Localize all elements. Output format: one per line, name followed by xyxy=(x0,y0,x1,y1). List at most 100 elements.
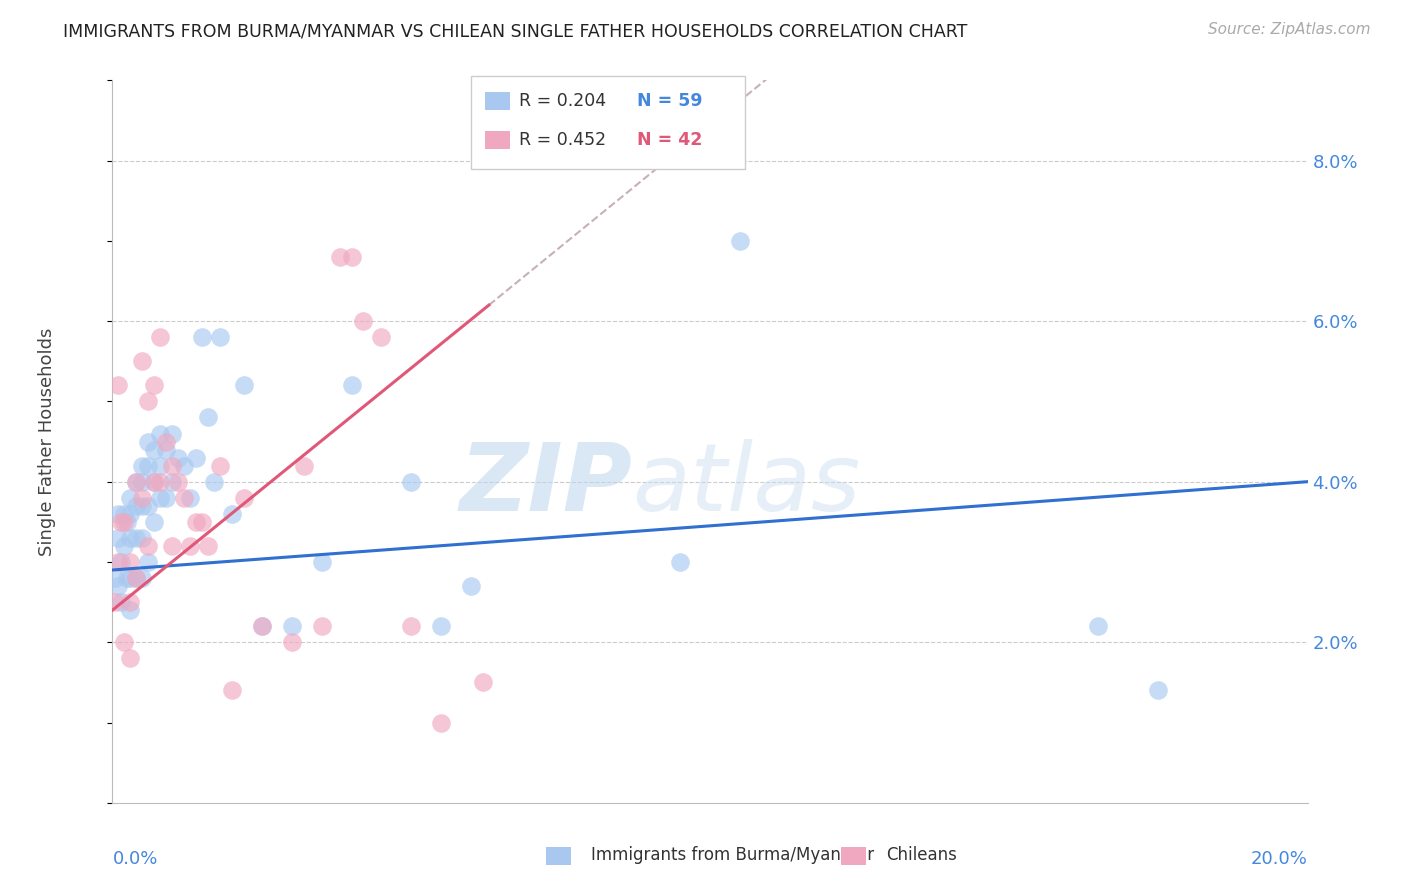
Point xyxy=(107,555,129,569)
Text: atlas: atlas xyxy=(633,440,860,531)
Point xyxy=(125,475,148,489)
Point xyxy=(120,651,142,665)
Point xyxy=(117,515,139,529)
Point xyxy=(149,475,172,489)
Point xyxy=(120,603,142,617)
Point xyxy=(138,499,160,513)
Point xyxy=(131,531,153,545)
Point xyxy=(221,683,243,698)
Point xyxy=(209,458,232,473)
Point xyxy=(138,555,160,569)
Text: N = 42: N = 42 xyxy=(637,131,702,149)
Point xyxy=(281,619,304,633)
Point xyxy=(110,595,132,609)
Point xyxy=(401,619,423,633)
Point xyxy=(131,354,153,368)
Point xyxy=(1147,683,1170,698)
Text: N = 59: N = 59 xyxy=(637,92,703,110)
Point xyxy=(143,378,166,392)
Point xyxy=(221,507,243,521)
Point xyxy=(186,450,208,465)
Point xyxy=(173,458,195,473)
Point xyxy=(472,675,495,690)
Point xyxy=(131,458,153,473)
Point xyxy=(131,571,153,585)
Point xyxy=(138,458,160,473)
Point xyxy=(162,426,183,441)
Point xyxy=(250,619,273,633)
Point xyxy=(167,475,190,489)
Point xyxy=(138,394,160,409)
Point xyxy=(197,410,219,425)
Point xyxy=(149,426,172,441)
Point xyxy=(149,458,172,473)
Point xyxy=(120,555,142,569)
Point xyxy=(114,515,135,529)
Point xyxy=(669,555,692,569)
Point xyxy=(155,442,177,457)
Point xyxy=(155,434,177,449)
Point xyxy=(107,579,129,593)
Point xyxy=(186,515,208,529)
Point xyxy=(107,378,129,392)
Point xyxy=(191,330,214,344)
Point xyxy=(114,507,135,521)
Point xyxy=(202,475,225,489)
Point xyxy=(114,539,135,553)
Text: Immigrants from Burma/Myanmar: Immigrants from Burma/Myanmar xyxy=(591,846,873,863)
Point xyxy=(120,571,142,585)
Point xyxy=(138,539,160,553)
Point xyxy=(138,434,160,449)
Point xyxy=(143,475,166,489)
Text: Chileans: Chileans xyxy=(886,846,956,863)
Point xyxy=(233,491,256,505)
Point xyxy=(110,555,132,569)
Point xyxy=(340,250,363,264)
Point xyxy=(281,635,304,649)
Text: Source: ZipAtlas.com: Source: ZipAtlas.com xyxy=(1208,22,1371,37)
Point xyxy=(143,515,166,529)
Point xyxy=(292,458,315,473)
Point xyxy=(197,539,219,553)
Point xyxy=(430,715,453,730)
Point xyxy=(125,531,148,545)
Point xyxy=(104,571,127,585)
Point xyxy=(143,442,166,457)
Text: R = 0.204: R = 0.204 xyxy=(519,92,606,110)
Point xyxy=(311,555,333,569)
Point xyxy=(120,531,142,545)
Point xyxy=(120,595,142,609)
Point xyxy=(107,507,129,521)
Point xyxy=(131,491,153,505)
Point xyxy=(125,499,148,513)
Point xyxy=(173,491,195,505)
Point xyxy=(120,491,142,505)
Point xyxy=(191,515,214,529)
Point xyxy=(162,539,183,553)
Point xyxy=(353,314,375,328)
Point xyxy=(120,507,142,521)
Point xyxy=(110,515,132,529)
Point xyxy=(104,595,127,609)
Point xyxy=(430,619,453,633)
Point xyxy=(107,531,129,545)
Point xyxy=(143,475,166,489)
Point xyxy=(162,458,183,473)
Point xyxy=(125,475,148,489)
Point xyxy=(311,619,333,633)
Point xyxy=(179,491,201,505)
Point xyxy=(1087,619,1109,633)
Text: R = 0.452: R = 0.452 xyxy=(519,131,606,149)
Text: IMMIGRANTS FROM BURMA/MYANMAR VS CHILEAN SINGLE FATHER HOUSEHOLDS CORRELATION CH: IMMIGRANTS FROM BURMA/MYANMAR VS CHILEAN… xyxy=(63,22,967,40)
Point xyxy=(131,475,153,489)
Point xyxy=(329,250,352,264)
Point xyxy=(125,571,148,585)
Point xyxy=(370,330,392,344)
Text: 0.0%: 0.0% xyxy=(112,850,157,868)
Text: 20.0%: 20.0% xyxy=(1251,850,1308,868)
Point xyxy=(149,330,172,344)
Point xyxy=(209,330,232,344)
Point xyxy=(167,450,190,465)
Text: Single Father Households: Single Father Households xyxy=(38,327,56,556)
Point xyxy=(149,491,172,505)
